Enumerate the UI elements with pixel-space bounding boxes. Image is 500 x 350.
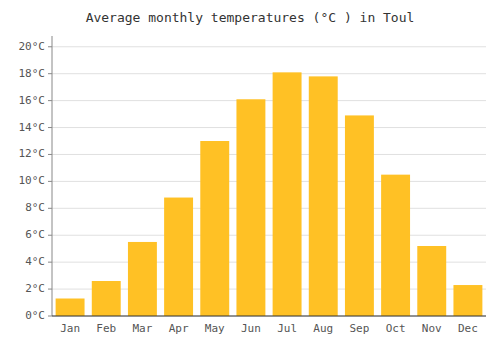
y-tick-label: 4°C (25, 255, 45, 268)
bar (56, 299, 85, 317)
y-tick (48, 73, 52, 74)
grid-line (52, 127, 486, 128)
y-tick (48, 316, 52, 317)
y-tick (48, 289, 52, 290)
grid-line (52, 46, 486, 47)
grid (52, 47, 486, 316)
bar (273, 72, 302, 316)
x-tick-label: Dec (458, 322, 478, 335)
y-tick-label: 8°C (25, 201, 45, 214)
x-tick-label: Jul (277, 322, 297, 335)
bar (417, 246, 446, 316)
grid-line (52, 181, 486, 182)
y-tick-label: 12°C (19, 147, 46, 160)
x-tick-label: Aug (313, 322, 333, 335)
y-tick (48, 235, 52, 236)
bar (92, 281, 121, 316)
x-tick-label: Oct (386, 322, 406, 335)
bar (381, 175, 410, 316)
y-tick-label: 20°C (19, 40, 46, 53)
x-tick-label: Sep (349, 322, 369, 335)
grid-line (52, 73, 486, 74)
grid-line (52, 154, 486, 155)
grid-line (52, 316, 486, 317)
y-tick-label: 10°C (19, 174, 46, 187)
y-axis: 0°C 2°C 4°C 6°C 8°C 10°C 12°C 14°C 16°C 18°C 20°C (19, 36, 53, 322)
bar (453, 285, 482, 316)
x-tick-label: May (205, 322, 225, 335)
y-tick (48, 127, 52, 128)
y-tick-label: 18°C (19, 67, 46, 80)
grid-line (52, 208, 486, 209)
chart-container: 0°C 2°C 4°C 6°C 8°C 10°C 12°C 14°C 16°C 18°C 20°C J… (0, 0, 500, 350)
x-tick-label: Nov (422, 322, 442, 335)
chart: 0°C 2°C 4°C 6°C 8°C 10°C 12°C 14°C 16°C 18°C 20°C J… (0, 0, 500, 350)
x-axis: Jan Feb Mar Apr May Jun Jul Aug Sep Oct Nov Dec (52, 316, 486, 335)
x-tick-label: Jan (60, 322, 80, 335)
y-tick-label: 16°C (19, 94, 46, 107)
y-tick-label: 6°C (25, 228, 45, 241)
x-tick-label: Apr (169, 322, 189, 335)
y-tick (48, 181, 52, 182)
y-tick-label: 14°C (19, 121, 46, 134)
y-tick-label: 0°C (25, 309, 45, 322)
bar (309, 76, 338, 316)
bar (236, 99, 265, 316)
x-tick-label: Mar (132, 322, 152, 335)
title: Average monthly temperatures (°C ) in To… (86, 10, 415, 25)
bar (164, 198, 193, 316)
y-tick (48, 46, 52, 47)
y-tick (48, 208, 52, 209)
y-axis-line (52, 36, 53, 316)
grid-line (52, 235, 486, 236)
y-tick-label: 2°C (25, 282, 45, 295)
x-tick-label: Jun (241, 322, 261, 335)
grid-line (52, 100, 486, 101)
bars (56, 72, 483, 316)
y-tick (48, 100, 52, 101)
x-tick-label: Feb (96, 322, 116, 335)
y-tick (48, 154, 52, 155)
bar (345, 115, 374, 316)
bar (200, 141, 229, 316)
x-axis-line (52, 316, 486, 317)
bar (128, 242, 157, 316)
y-tick (48, 262, 52, 263)
